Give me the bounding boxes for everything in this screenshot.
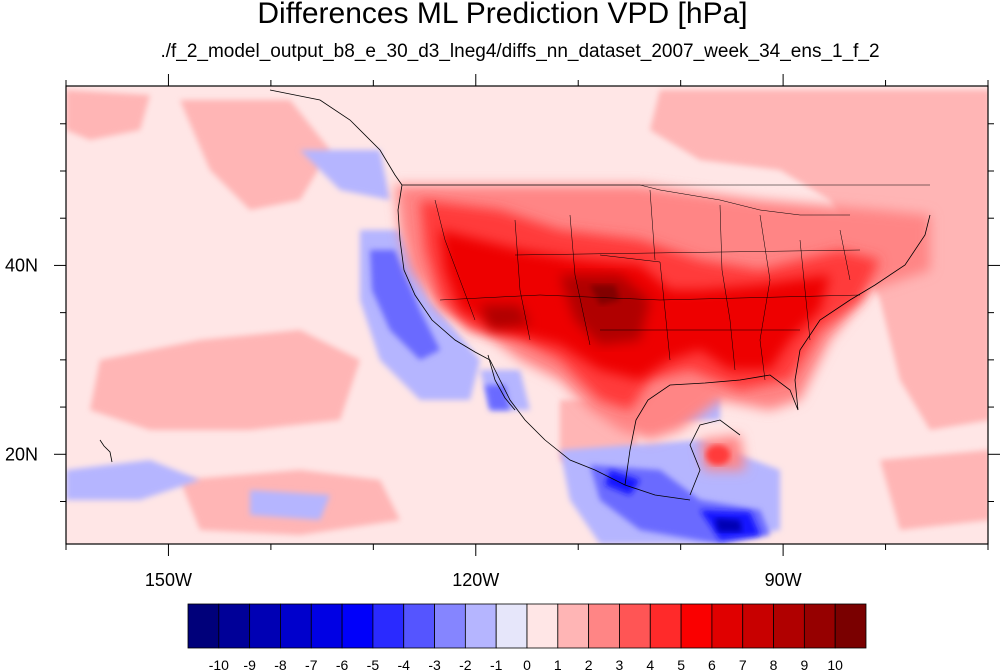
state-borders: [402, 184, 930, 381]
colorbar-swatch: [372, 603, 405, 649]
colorbar-label: -6: [336, 657, 349, 672]
colorbar-swatch: [187, 603, 220, 649]
colorbar-label: -2: [459, 657, 472, 672]
colorbar: -10 -9 -8 -7 -6 -5 -4 -3 -2 -1 0 1 2 3 4 5 6 7 8 9 10: [187, 603, 867, 672]
colorbar-swatch: [588, 603, 620, 649]
field-positive-darkest: [480, 275, 650, 345]
colorbar-swatch: [341, 603, 374, 649]
axis-ticks: 150W 120W 90W 40N 20N: [5, 74, 1000, 590]
colorbar-label: 4: [646, 657, 654, 672]
lat-tick-label: 40N: [5, 255, 38, 275]
colorbar-label: -8: [274, 657, 287, 672]
colorbar-swatch: [619, 603, 651, 649]
colorbar-label: 0: [523, 657, 531, 672]
colorbar-swatch: [434, 603, 466, 649]
colorbar-swatch: [557, 603, 590, 649]
map-subtitle: ./f_2_model_output_b8_e_30_d3_lneg4/diff…: [160, 41, 880, 62]
field-positive-island: [706, 445, 730, 465]
lon-tick-label: 150W: [145, 570, 192, 590]
colorbar-swatch: [526, 603, 559, 649]
map-title: Differences ML Prediction VPD [hPa]: [257, 0, 748, 30]
colorbar-label: 8: [770, 657, 778, 672]
colorbar-label: -1: [490, 657, 503, 672]
colorbar-swatch: [495, 603, 528, 649]
colorbar-swatch: [249, 603, 281, 649]
colorbar-label: -3: [428, 657, 441, 672]
coastlines: [99, 89, 931, 501]
colorbar-label: 5: [677, 657, 685, 672]
colorbar-swatch: [742, 603, 774, 649]
colorbar-swatch: [773, 603, 805, 649]
map-frame: [65, 85, 989, 545]
colorbar-label: 2: [585, 657, 593, 672]
colorbar-swatch: [834, 603, 867, 649]
colorbar-swatch: [803, 603, 836, 649]
colorbar-swatch: [464, 603, 497, 649]
map-plot-area: [66, 86, 988, 544]
colorbar-swatch: [680, 603, 713, 649]
colorbar-label: 1: [554, 657, 562, 672]
colorbar-label: -9: [243, 657, 256, 672]
field-negative-darkest: [715, 518, 742, 532]
colorbar-label: 10: [827, 657, 843, 672]
colorbar-swatch: [711, 603, 744, 649]
colorbar-swatch: [403, 603, 435, 649]
lon-tick-label: 90W: [765, 570, 802, 590]
colorbar-swatch: [280, 603, 312, 649]
colorbar-label: 3: [616, 657, 624, 672]
colorbar-swatch: [310, 603, 343, 649]
lon-tick-label: 120W: [452, 570, 499, 590]
colorbar-swatch: [218, 603, 251, 649]
field-positive-cores: [590, 285, 620, 305]
colorbar-label: -7: [305, 657, 318, 672]
colorbar-swatch: [649, 603, 682, 649]
colorbar-label: 7: [739, 657, 747, 672]
colorbar-label: 9: [800, 657, 808, 672]
colorbar-label: -4: [398, 657, 411, 672]
colorbar-label: 6: [708, 657, 716, 672]
colorbar-label: -5: [367, 657, 380, 672]
colorbar-label: -10: [209, 657, 229, 672]
lat-tick-label: 20N: [5, 444, 38, 464]
